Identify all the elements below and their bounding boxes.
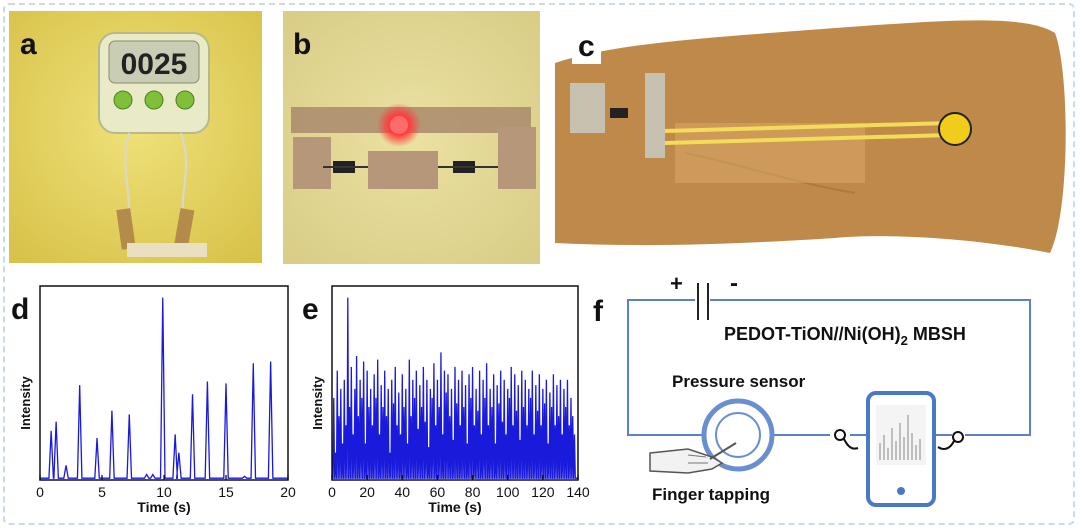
chart-panel-e: 0 20 40 60 80 100 120 140 Time (s) Intensity: [310, 285, 590, 515]
minus-sign: -: [730, 270, 738, 297]
panel-label-b: b: [293, 28, 312, 61]
x-tick-label: 140: [566, 484, 590, 500]
schematic-panel-f: + - PEDOT-TiON//Ni(OH)2 MBSH Pressure se…: [627, 270, 1031, 507]
x-tick-label: 100: [496, 484, 520, 500]
panel-label-e: e: [302, 293, 319, 326]
x-tick-label: 40: [394, 484, 410, 500]
x-tick-label: 120: [531, 484, 555, 500]
smartphone-icon: [866, 391, 936, 507]
plot-frame: [331, 285, 579, 481]
data-trace: [40, 297, 288, 479]
photo-panel-b: [283, 11, 540, 264]
timer-digits: 0025: [121, 48, 188, 81]
x-tick-label: 20: [280, 484, 296, 500]
data-trace: [332, 297, 578, 479]
photo-panel-a: 0025: [9, 11, 262, 263]
chart-panel-d: 0 5 10 15 20 Time (s) Intensity: [18, 285, 296, 515]
y-axis-label: Intensity: [18, 376, 33, 430]
panel-label-a: a: [20, 28, 37, 61]
x-tick-label: 80: [465, 484, 481, 500]
finger-hand-icon: [649, 442, 737, 474]
panel-label-f: f: [593, 295, 603, 328]
sensor-label: Pressure sensor: [672, 372, 806, 391]
figure-frame: [3, 3, 1075, 525]
photo-panel-c: [555, 13, 1070, 266]
finger-label: Finger tapping: [652, 485, 770, 504]
x-tick-label: 0: [36, 484, 44, 500]
x-axis-label: Time (s): [428, 499, 481, 515]
panel-label-c: c: [572, 30, 601, 64]
device-label: PEDOT-TiON//Ni(OH)2 MBSH: [724, 324, 966, 348]
x-tick-label: 60: [430, 484, 446, 500]
x-tick-label: 10: [156, 484, 172, 500]
x-tick-label: 20: [359, 484, 375, 500]
x-tick-label: 5: [98, 484, 106, 500]
panel-label-d: d: [11, 293, 30, 326]
y-axis-label: Intensity: [310, 376, 325, 430]
plus-sign: +: [670, 271, 683, 296]
x-tick-label: 15: [218, 484, 234, 500]
x-axis-label: Time (s): [137, 499, 190, 515]
x-tick-label: 0: [328, 484, 336, 500]
